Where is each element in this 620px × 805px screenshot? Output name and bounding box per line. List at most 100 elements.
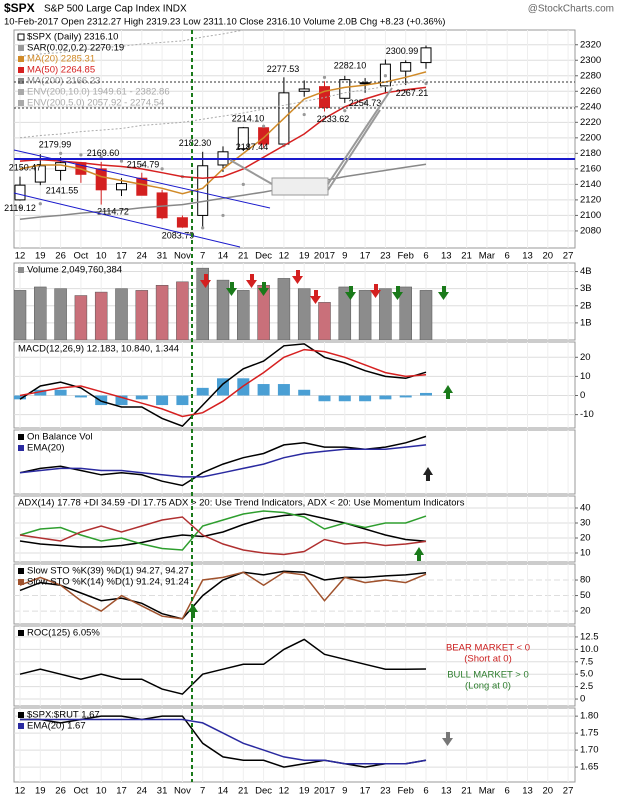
sar-dot	[383, 74, 387, 78]
legend-label: On Balance Vol	[27, 432, 93, 443]
bar	[298, 389, 311, 396]
x-tick-label: Nov	[174, 251, 191, 262]
x-tick-label: 21	[238, 786, 249, 797]
arrow-down	[292, 270, 303, 284]
x-tick-label: 17	[116, 251, 127, 262]
x-tick-label: Dec	[255, 251, 272, 262]
legend-swatch	[18, 579, 24, 585]
bar	[115, 395, 128, 406]
line	[19, 513, 427, 548]
y-tick-label: 2240	[580, 101, 601, 112]
candle-body	[14, 184, 26, 201]
arrow-down	[345, 286, 356, 300]
legend-swatch	[18, 434, 24, 440]
y-tick-label: 2140	[580, 179, 601, 190]
x-tick-label: Oct	[74, 786, 89, 797]
line	[19, 343, 427, 427]
y-tick-label: 2080	[580, 225, 601, 236]
y-tick-label: 20	[580, 606, 591, 617]
y-tick-label: -10	[580, 409, 594, 420]
legend-swatch	[18, 100, 24, 106]
y-tick-label: 7.5	[580, 656, 593, 667]
x-tick-label: 23	[380, 786, 391, 797]
panel	[14, 496, 575, 562]
x-tick-label: 6	[505, 786, 510, 797]
x-tick-label: 19	[299, 786, 310, 797]
x-tick-label: 27	[563, 251, 574, 262]
x-tick-label: 10	[96, 786, 107, 797]
sar-dot	[59, 151, 63, 155]
x-tick-label: 10	[96, 251, 107, 262]
bar	[196, 387, 209, 396]
arrow-down	[310, 290, 321, 304]
legend-label: MA(50) 2264.85	[27, 65, 95, 76]
legend-swatch	[17, 33, 25, 41]
quote: 10-Feb-2017 Open 2312.27 High 2319.23 Lo…	[4, 17, 445, 28]
sar-dot	[18, 206, 22, 210]
x-tick-label: 6	[505, 251, 510, 262]
legend-label: MA(20) 2285.31	[27, 54, 95, 65]
x-tick-label: 19	[35, 251, 46, 262]
panel	[14, 30, 575, 248]
line	[19, 348, 427, 418]
legend-label: $SPX (Daily) 2316.10	[27, 32, 118, 43]
note: (Short at 0)	[464, 654, 512, 665]
bar	[34, 286, 47, 340]
x-tick-label: 12	[15, 251, 26, 262]
sar-dot	[322, 75, 327, 79]
bar	[14, 290, 27, 340]
legend-swatch	[18, 445, 24, 451]
callout-box	[271, 177, 329, 196]
legend-label: EMA(20)	[27, 443, 64, 454]
x-tick-label: 7	[200, 786, 205, 797]
candle-body	[34, 165, 46, 183]
candle-body	[339, 79, 351, 99]
candle-body	[237, 127, 249, 150]
y-tick-label: 2260	[580, 86, 601, 97]
candle-body	[176, 217, 188, 228]
arrow-up	[414, 547, 424, 561]
candle-body	[136, 177, 148, 196]
callout-pointer	[327, 87, 393, 185]
legend-label: MA(200) 2166.23	[27, 76, 100, 87]
arrow-down	[438, 286, 449, 300]
bar	[94, 291, 108, 340]
line	[19, 30, 247, 57]
legend-swatch	[18, 568, 24, 574]
y-tick-label: 12.5	[580, 631, 599, 642]
x-tick-label: 9	[342, 251, 347, 262]
panel-frame	[13, 341, 576, 429]
bar	[399, 286, 412, 340]
panels: 12 12 19 19 26 26 Oct Oct 10 10 17 17 24 24 31 31 Nov Nov…	[4, 29, 601, 797]
x-tick-label: 24	[137, 251, 148, 262]
legend-swatch	[18, 78, 24, 84]
y-tick-label: 2100	[580, 210, 601, 221]
line	[19, 516, 427, 556]
price-annotation: 2277.53	[267, 64, 300, 74]
y-tick-label: 4B	[580, 266, 592, 277]
price-annotation: 2119.12	[4, 203, 36, 213]
x-tick-label: 17	[116, 786, 127, 797]
x-tick-label: Nov	[174, 786, 191, 797]
decorations	[13, 30, 575, 782]
bar	[95, 395, 108, 406]
y-tick-label: 1.80	[580, 711, 599, 722]
panel	[14, 342, 575, 428]
legend-label: $SPX:$RUT 1.67	[27, 710, 100, 721]
bar	[399, 395, 412, 398]
price-annotation: 2282.10	[334, 61, 367, 71]
arrow-down	[258, 282, 269, 296]
price-annotation: 2182.30	[179, 138, 212, 148]
y-tick-label: 1B	[580, 317, 592, 328]
bar	[379, 288, 392, 340]
callout-pointer	[229, 159, 273, 185]
sar-dot	[119, 159, 124, 163]
arrow-down	[442, 732, 453, 746]
x-tick-label: 9	[342, 786, 347, 797]
panel-title: ADX(14) 17.78 +DI 34.59 -DI 17.75 ADX > …	[18, 498, 465, 509]
sar-dot	[38, 202, 42, 206]
line	[20, 715, 427, 768]
bar	[237, 290, 250, 340]
y-tick-label: 20	[580, 352, 591, 363]
